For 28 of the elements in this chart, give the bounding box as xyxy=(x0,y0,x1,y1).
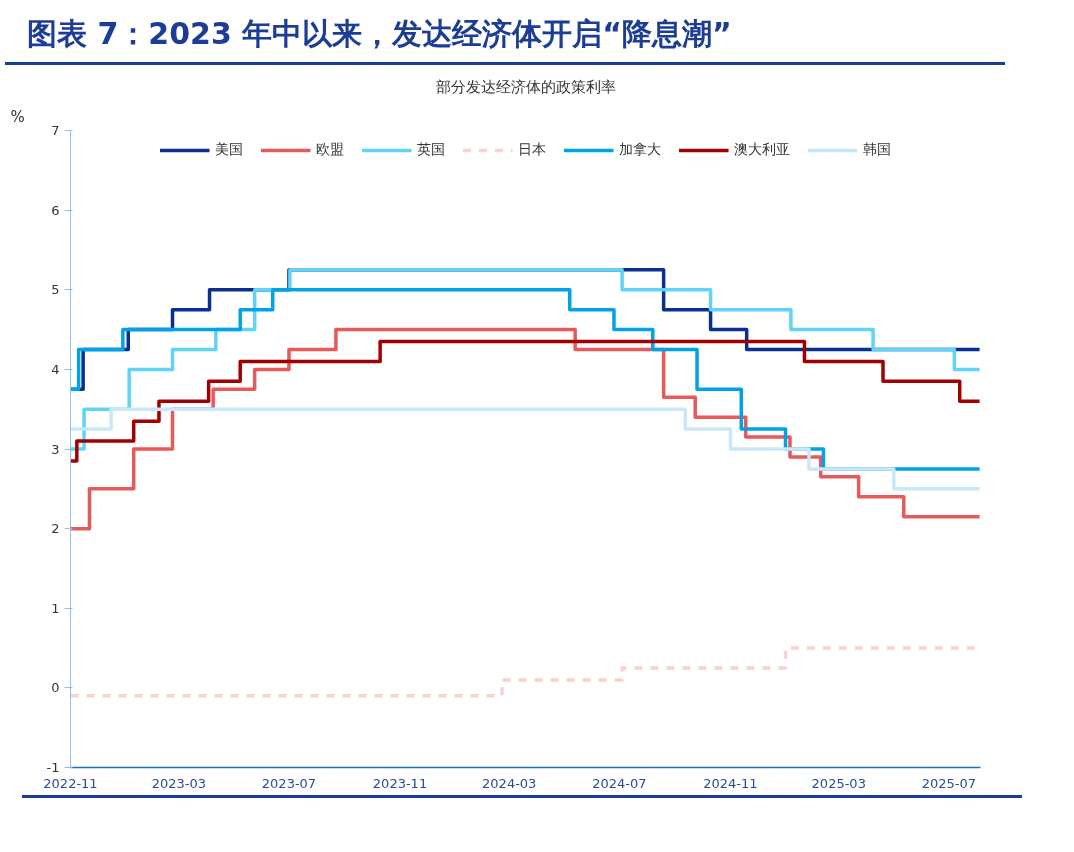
y-tick-label: 0 xyxy=(51,680,60,696)
x-tick-label: 2023-11 xyxy=(372,775,428,791)
chart-title: 图表 7：2023 年中以来，发达经济体开启“降息潮” xyxy=(27,15,732,53)
legend-label: 加拿大 xyxy=(618,140,661,159)
legend-label: 英国 xyxy=(416,140,445,159)
y-tick-label: 2 xyxy=(51,520,60,536)
chart-subtitle: 部分发达经济体的政策利率 xyxy=(435,77,616,96)
legend-label: 美国 xyxy=(214,140,243,159)
x-tick-label: 2023-03 xyxy=(151,775,206,791)
x-tick-label: 2022-11 xyxy=(43,775,98,791)
legend-label: 欧盟 xyxy=(315,140,344,159)
x-tick-label: 2024-11 xyxy=(703,775,758,791)
y-tick-label: -1 xyxy=(46,759,60,775)
y-tick-label: 3 xyxy=(51,441,60,457)
x-tick-label: 2023-07 xyxy=(261,775,317,791)
x-tick-label: 2024-03 xyxy=(482,775,537,791)
x-tick-label: 2025-03 xyxy=(811,775,866,791)
y-tick-label: 6 xyxy=(51,202,60,218)
legend-label: 韩国 xyxy=(862,140,891,159)
x-tick-label: 2024-07 xyxy=(592,775,647,791)
legend-label: 澳大利亚 xyxy=(733,140,790,159)
y-tick-label: 7 xyxy=(51,122,60,138)
legend-label: 日本 xyxy=(517,140,546,159)
y-axis-title: % xyxy=(10,107,25,126)
y-tick-label: 1 xyxy=(51,600,60,616)
y-tick-label: 4 xyxy=(51,361,60,377)
y-tick-label: 5 xyxy=(51,282,60,298)
x-tick-label: 2025-07 xyxy=(921,775,977,791)
